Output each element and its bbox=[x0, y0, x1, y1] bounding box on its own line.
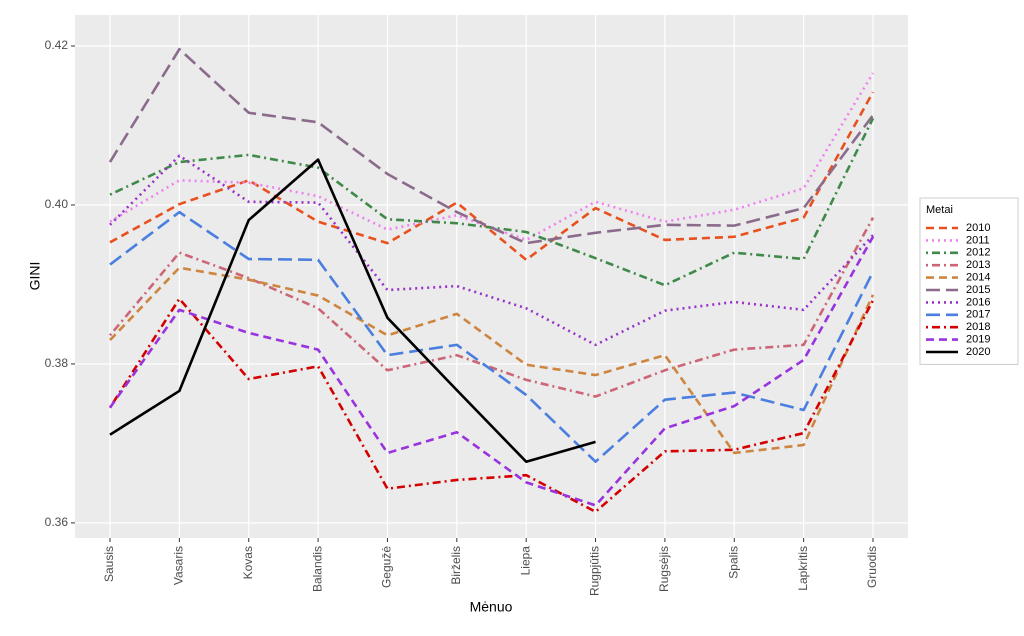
legend-label: 2019 bbox=[966, 334, 990, 346]
x-tick-label: Kovas bbox=[241, 546, 255, 579]
x-axis-title: Mėnuo bbox=[470, 599, 513, 615]
x-tick-label: Birželis bbox=[449, 546, 463, 585]
legend-label: 2018 bbox=[966, 321, 990, 333]
x-tick-label: Rugsėjis bbox=[657, 546, 671, 592]
x-tick-label: Liepa bbox=[518, 546, 532, 576]
x-tick-label: Sausis bbox=[102, 546, 116, 582]
x-tick-label: Gegužė bbox=[380, 546, 394, 588]
legend-label: 2011 bbox=[966, 234, 990, 246]
legend-label: 2013 bbox=[966, 259, 990, 271]
panel bbox=[75, 15, 908, 538]
x-tick-label: Rugpjūtis bbox=[588, 546, 602, 596]
series-line bbox=[109, 217, 875, 398]
y-tick-label: 0.42 bbox=[45, 38, 69, 52]
x-tick-label: Balandis bbox=[310, 546, 324, 592]
x-tick-label: Lapkritis bbox=[796, 546, 810, 591]
series-line bbox=[108, 47, 875, 245]
series-line bbox=[109, 266, 875, 455]
y-axis-title: GINI bbox=[27, 262, 43, 291]
y-tick-label: 0.38 bbox=[45, 356, 69, 370]
series-line bbox=[109, 91, 875, 262]
legend-label: 2014 bbox=[966, 272, 990, 284]
series-line bbox=[108, 297, 875, 514]
legend-box bbox=[919, 197, 1019, 365]
legend-title: Metai bbox=[926, 204, 953, 216]
series-line bbox=[108, 236, 875, 507]
legend-label: 2015 bbox=[966, 284, 990, 296]
x-tick-label: Gruodis bbox=[865, 546, 879, 588]
series-line bbox=[109, 72, 875, 242]
legend-label: 2020 bbox=[966, 346, 990, 358]
x-tick-label: Spalis bbox=[726, 546, 740, 579]
series-line bbox=[109, 210, 875, 463]
legend-label: 2010 bbox=[966, 222, 990, 234]
series-line bbox=[109, 154, 874, 347]
series-line bbox=[109, 158, 596, 463]
y-tick-label: 0.36 bbox=[45, 515, 69, 529]
legend-label: 2012 bbox=[966, 247, 990, 259]
legend-label: 2016 bbox=[966, 296, 990, 308]
legend-label: 2017 bbox=[966, 309, 990, 321]
y-tick-label: 0.40 bbox=[45, 197, 69, 211]
x-tick-label: Vasaris bbox=[172, 546, 186, 585]
